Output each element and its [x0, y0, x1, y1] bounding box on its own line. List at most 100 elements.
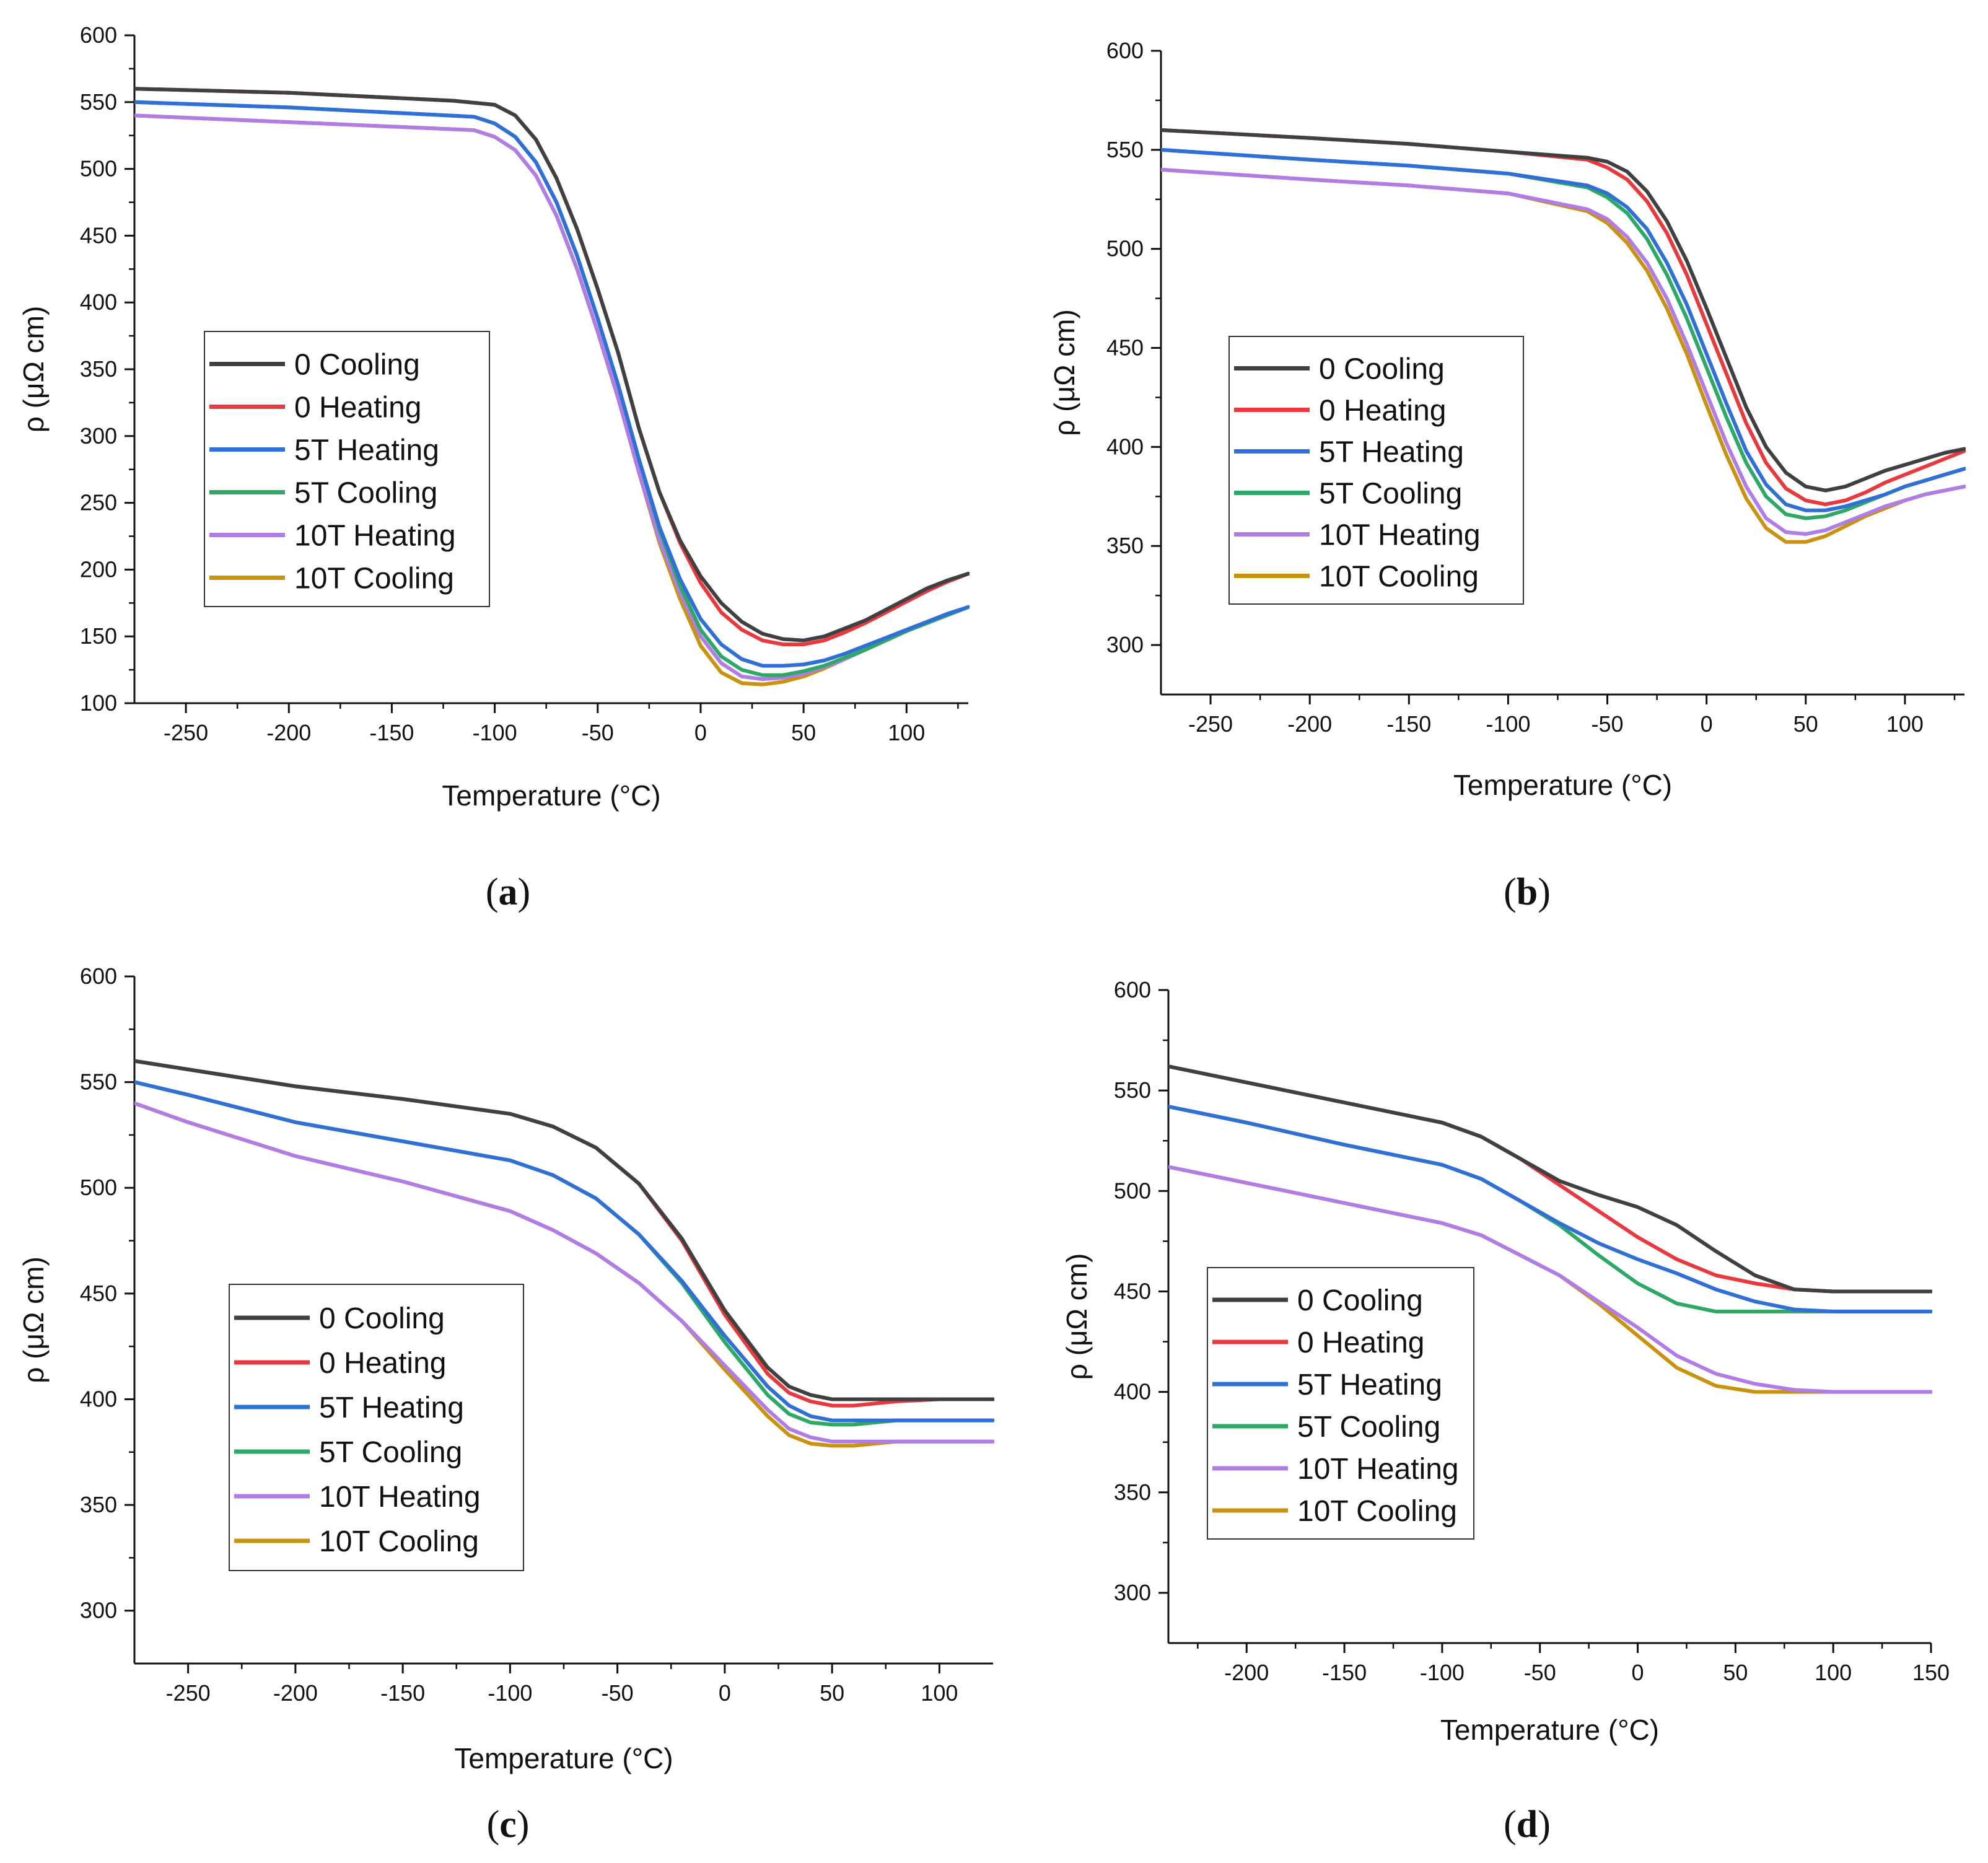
x-tick-label: 0 [694, 720, 707, 745]
series-line-5t-heating [1168, 1105, 1932, 1313]
legend-label: 5T Cooling [1319, 478, 1462, 511]
y-tick-label: 550 [80, 1069, 117, 1095]
x-axis-title: Temperature (°C) [1440, 1714, 1659, 1746]
x-tick-label: 150 [1912, 1660, 1950, 1685]
y-tick-label: 550 [1106, 137, 1144, 162]
x-tick-label: 100 [921, 1680, 958, 1706]
y-tick-label: 600 [1106, 38, 1144, 63]
x-tick-label: -250 [166, 1680, 211, 1706]
x-tick-label: 0 [1632, 1660, 1644, 1685]
y-axis-title: ρ (μΩ cm) [1048, 309, 1080, 436]
legend-label: 0 Heating [294, 392, 421, 424]
chart-panel-d: 300 350 400 450 500 550 600 -200 -150 -100 -50 0 50 1… [1061, 977, 1950, 1746]
y-tick-label: 550 [1114, 1077, 1151, 1103]
legend-label: 10T Heating [1319, 519, 1481, 552]
legend-box [1207, 1267, 1474, 1540]
y-tick-label: 300 [80, 1598, 117, 1623]
y-tick-label: 600 [80, 22, 117, 48]
legend-label: 0 Heating [1297, 1326, 1424, 1359]
caption-c: (c) [486, 1804, 530, 1846]
series-line-0-cooling [134, 1059, 994, 1401]
x-tick-label: 50 [1723, 1660, 1748, 1685]
legend-label: 10T Cooling [319, 1525, 479, 1558]
x-tick-label: -250 [1188, 711, 1233, 737]
series-line-10t-heating [1161, 167, 1966, 536]
x-tick-label: -100 [473, 720, 517, 745]
y-tick-label: 400 [1114, 1379, 1151, 1405]
caption-d: (d) [1504, 1804, 1551, 1846]
y-tick-label: 400 [80, 1386, 117, 1411]
x-tick-label: -50 [1592, 711, 1624, 737]
legend-label: 0 Heating [1319, 395, 1446, 427]
y-tick-label: 200 [80, 556, 117, 582]
legend-label: 5T Cooling [1297, 1411, 1440, 1444]
x-tick-label: -200 [266, 720, 311, 745]
y-tick-label: 300 [80, 423, 117, 449]
x-tick-label: 0 [1701, 711, 1713, 737]
x-tick-label: 100 [888, 720, 925, 745]
caption-c-letter: c [499, 1804, 517, 1846]
y-tick-label: 400 [80, 289, 117, 315]
x-tick-label: -100 [1420, 1660, 1465, 1685]
y-tick-label: 600 [80, 963, 117, 989]
x-tick-label: 50 [820, 1680, 844, 1706]
x-axis-title: Temperature (°C) [442, 779, 660, 812]
y-tick-label: 500 [1114, 1178, 1151, 1203]
legend-box [204, 331, 490, 607]
x-tick-label: -150 [1322, 1660, 1367, 1685]
caption-b-letter: b [1516, 871, 1538, 913]
legend-label: 5T Cooling [319, 1436, 462, 1469]
series-line-10t-heating [134, 1101, 994, 1444]
legend-label: 0 Cooling [294, 349, 420, 382]
legend-label: 10T Cooling [1319, 561, 1479, 594]
legend-label: 0 Cooling [1297, 1284, 1423, 1317]
y-tick-label: 350 [1114, 1479, 1151, 1505]
legend-label: 0 Cooling [1319, 353, 1445, 386]
series-line-5t-heating [134, 100, 970, 668]
y-tick-label: 350 [80, 1492, 117, 1517]
legend-label: 5T Heating [319, 1392, 464, 1424]
y-tick-label: 450 [1106, 335, 1144, 361]
caption-a: (a) [485, 871, 531, 913]
y-axis-title: ρ (μΩ cm) [17, 1256, 50, 1383]
legend-label: 0 Heating [319, 1347, 446, 1380]
legend-box [229, 1284, 524, 1571]
y-tick-label: 250 [80, 490, 117, 515]
series-line-10t-heating [1168, 1165, 1932, 1394]
y-axis-title: ρ (μΩ cm) [1061, 1253, 1093, 1380]
y-axis-title: ρ (μΩ cm) [17, 306, 50, 433]
x-tick-label: 50 [791, 720, 816, 745]
y-tick-label: 500 [80, 156, 117, 182]
y-tick-label: 150 [80, 623, 117, 649]
y-tick-label: 350 [1106, 533, 1144, 558]
legend-label: 5T Cooling [294, 477, 437, 510]
legend-label: 10T Heating [294, 520, 456, 553]
x-tick-label: 100 [1886, 711, 1924, 737]
legend-label: 5T Heating [294, 434, 439, 467]
x-tick-label: -200 [273, 1680, 318, 1706]
y-tick-label: 450 [80, 1281, 117, 1306]
x-tick-label: 0 [719, 1680, 731, 1706]
x-tick-label: -250 [164, 720, 208, 745]
series-line-0-cooling [1161, 128, 1966, 493]
legend-label: 10T Cooling [1297, 1495, 1457, 1528]
series-line-0-cooling [134, 87, 970, 642]
series-line-0-cooling [1168, 1064, 1932, 1294]
x-axis-title: Temperature (°C) [454, 1742, 673, 1774]
x-tick-label: -50 [602, 1680, 634, 1706]
y-tick-label: 100 [80, 690, 117, 716]
x-tick-label: -150 [1386, 711, 1431, 737]
x-tick-label: 50 [1793, 711, 1818, 737]
x-tick-label: -150 [380, 1680, 425, 1706]
caption-d-letter: d [1516, 1804, 1538, 1846]
series-line-5t-heating [1161, 147, 1966, 512]
x-tick-label: -150 [369, 720, 414, 745]
x-tick-label: -200 [1287, 711, 1332, 737]
series-line-0-heating [1168, 1064, 1932, 1294]
x-tick-label: -100 [488, 1680, 532, 1706]
legend-label: 10T Heating [319, 1481, 481, 1514]
legend-label: 5T Heating [1319, 436, 1464, 469]
